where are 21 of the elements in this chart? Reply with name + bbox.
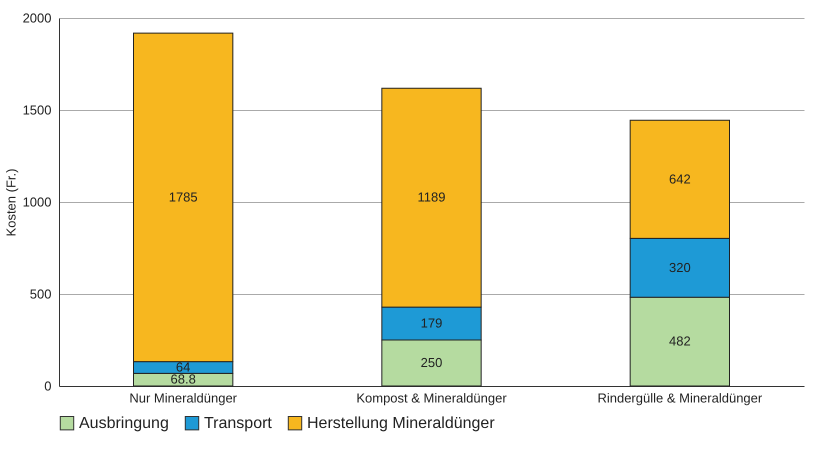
y-tick-label: 1000 xyxy=(22,194,52,210)
data-label: 482 xyxy=(668,334,691,349)
legend-label: Transport xyxy=(204,415,272,432)
x-tick-label: Kompost & Mineraldünger xyxy=(356,390,508,406)
y-tick-label: 500 xyxy=(30,286,52,302)
data-label: 1785 xyxy=(168,189,198,204)
data-label: 642 xyxy=(668,171,691,186)
data-label: 250 xyxy=(420,355,442,370)
legend-label: Herstellung Mineraldünger xyxy=(307,415,496,432)
data-label: 64 xyxy=(176,359,190,374)
y-tick-label: 2000 xyxy=(22,10,52,26)
data-label: 179 xyxy=(420,316,442,331)
data-label: 1189 xyxy=(418,190,446,205)
x-tick-label: Rindergülle & Mineraldünger xyxy=(597,390,763,406)
x-tick-label: Nur Mineraldünger xyxy=(129,390,238,406)
data-label: 320 xyxy=(668,260,691,275)
data-label: 68.8 xyxy=(170,372,196,387)
legend-label: Ausbringung xyxy=(79,415,169,432)
y-tick-label: 1500 xyxy=(22,102,52,118)
y-tick-label: 0 xyxy=(44,378,52,394)
y-axis-title: Kosten (Fr.) xyxy=(4,168,19,236)
